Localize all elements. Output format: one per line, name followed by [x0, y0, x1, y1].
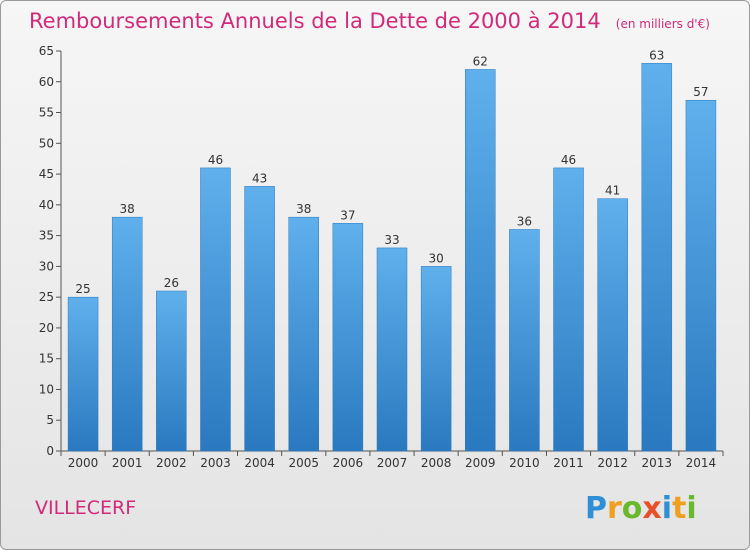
bar-value-label: 38 — [296, 202, 311, 216]
bar — [509, 229, 540, 452]
bar-value-label: 26 — [164, 276, 179, 290]
x-tick-label: 2009 — [465, 456, 496, 470]
bar — [597, 198, 628, 452]
bar-value-label: 36 — [517, 214, 532, 228]
chart-title: Remboursements Annuels de la Dette de 20… — [29, 9, 710, 33]
x-tick-label: 2010 — [509, 456, 540, 470]
y-tick-label: 65 — [39, 44, 54, 58]
x-tick-label: 2002 — [156, 456, 187, 470]
bar-value-label: 41 — [605, 184, 620, 198]
bar — [244, 186, 275, 452]
bar-value-label: 37 — [340, 208, 355, 222]
bar — [420, 266, 452, 452]
logo-letter: t — [672, 491, 686, 526]
bar — [111, 216, 143, 452]
y-tick-label: 45 — [39, 167, 54, 181]
bar — [200, 167, 231, 452]
logo-letter: o — [622, 491, 643, 526]
logo-letter: i — [662, 491, 672, 526]
y-tick-label: 60 — [39, 75, 54, 89]
x-tick-label: 2013 — [642, 456, 673, 470]
bar — [685, 99, 717, 452]
bars: 25 38 26 46 43 38 37 33 30 62 36 46 41 63 57 — [67, 48, 717, 452]
bar-value-label: 57 — [693, 85, 708, 99]
x-tick-label: 2008 — [421, 456, 452, 470]
y-tick-label: 30 — [39, 259, 54, 273]
bar-value-label: 30 — [428, 251, 443, 265]
bar-value-label: 33 — [384, 233, 399, 247]
x-tick-label: 2005 — [288, 456, 319, 470]
x-tick-label: 2014 — [686, 456, 717, 470]
bar — [156, 290, 187, 452]
y-tick-label: 40 — [39, 198, 54, 212]
logo-letter: i — [686, 491, 696, 526]
x-tick-label: 2012 — [597, 456, 628, 470]
x-tick-label: 2004 — [244, 456, 275, 470]
bar — [553, 167, 584, 452]
y-tick-label: 20 — [39, 321, 54, 335]
y-tick-label: 15 — [39, 352, 54, 366]
y-tick-label: 25 — [39, 290, 54, 304]
proxiti-logo: Proxiti — [585, 491, 697, 526]
y-tick-label: 50 — [39, 136, 54, 150]
logo-letter: P — [585, 491, 607, 526]
y-tick-label: 5 — [46, 413, 54, 427]
x-tick-label: 2001 — [112, 456, 143, 470]
x-tick-label: 2011 — [553, 456, 584, 470]
x-tick-label: 2006 — [333, 456, 364, 470]
bar-value-label: 46 — [561, 153, 576, 167]
bar — [288, 216, 319, 452]
y-tick-label: 55 — [39, 106, 54, 120]
logo-letter: x — [642, 491, 661, 526]
bar-value-label: 46 — [208, 153, 223, 167]
x-tick-label: 2007 — [377, 456, 408, 470]
bar-value-label: 25 — [75, 282, 90, 296]
bar-value-label: 62 — [473, 54, 488, 68]
x-tick-label: 2000 — [68, 456, 99, 470]
bar-value-label: 38 — [120, 202, 135, 216]
bar — [641, 63, 673, 452]
y-tick-label: 35 — [39, 229, 54, 243]
logo-letter: r — [607, 491, 622, 526]
bar-value-label: 43 — [252, 171, 267, 185]
y-tick-label: 0 — [46, 444, 54, 458]
axes: 0 5 10 15 20 25 30 35 40 45 50 55 60 65 2000 2001 2002 20… — [39, 44, 724, 470]
bar — [376, 247, 408, 452]
x-tick-label: 2003 — [200, 456, 231, 470]
chart-title-main: Remboursements Annuels de la Dette de 20… — [29, 9, 601, 33]
commune-name: VILLECERF — [35, 497, 136, 519]
y-tick-label: 10 — [39, 382, 54, 396]
bar — [465, 69, 496, 452]
bar — [67, 296, 99, 452]
chart-title-unit: (en milliers d'€) — [616, 17, 710, 31]
bar-value-label: 63 — [649, 48, 664, 62]
bar — [332, 223, 364, 452]
